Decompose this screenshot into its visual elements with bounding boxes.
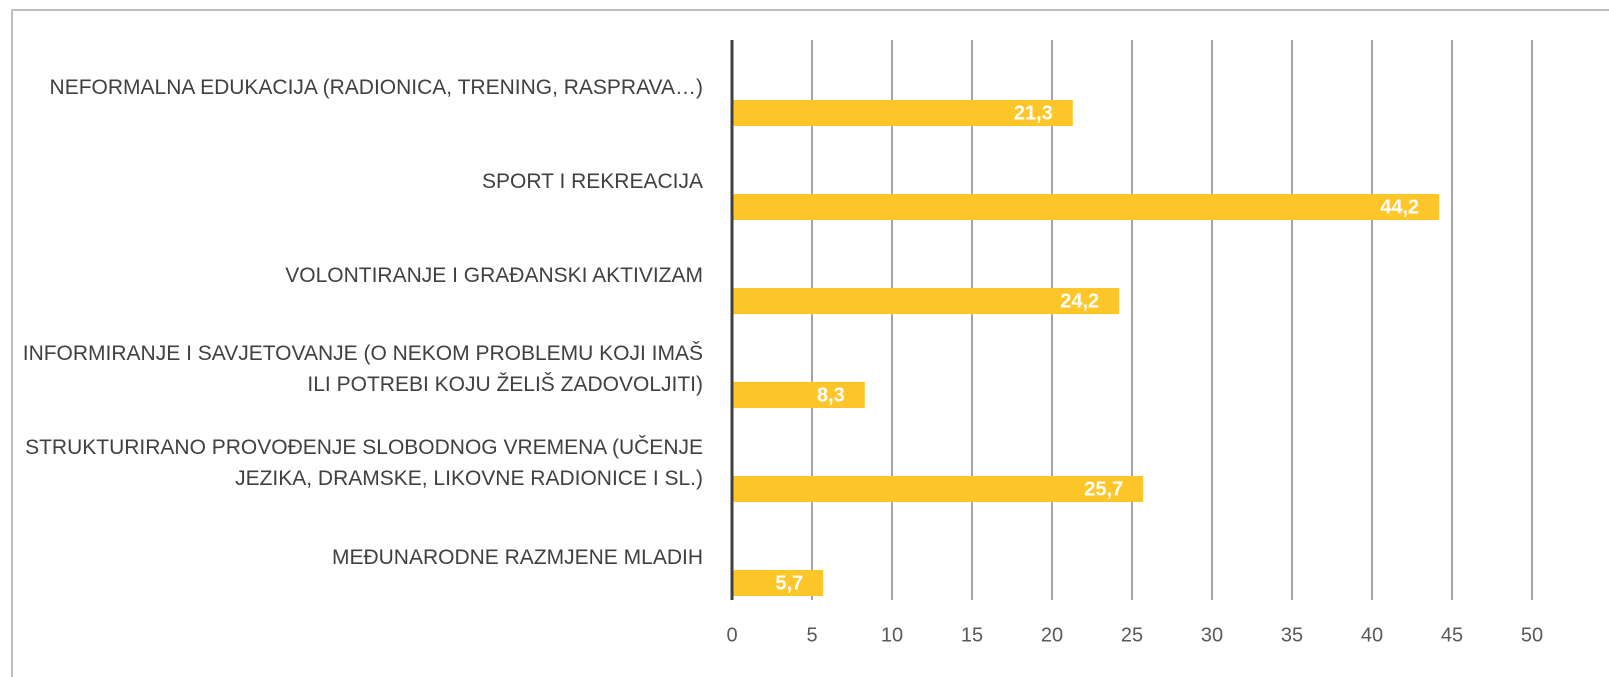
x-tick-label: 25 [1121, 624, 1143, 646]
y-tick-label: INFORMIRANJE I SAVJETOVANJE (O NEKOM PRO… [22, 342, 703, 396]
y-tick-label: MEĐUNARODNE RAZMJENE MLADIH [331, 545, 703, 569]
bar [732, 194, 1440, 220]
frame [11, 9, 1609, 677]
bar [732, 570, 824, 596]
x-tick-label: 35 [1281, 624, 1303, 646]
y-tick-label: NEFORMALNA EDUKACIJA (RADIONICA, TRENING… [49, 75, 703, 99]
x-tick-label: 0 [726, 624, 737, 646]
bar [732, 100, 1073, 126]
x-tick-label: 45 [1441, 624, 1463, 646]
data-label: 44,2 [1380, 196, 1419, 218]
category-label-box: SPORT I REKREACIJA [20, 134, 703, 228]
x-tick-label: 10 [881, 624, 903, 646]
data-label: 21,3 [1014, 102, 1053, 124]
data-label: 24,2 [1060, 290, 1099, 312]
category-label-box: NEFORMALNA EDUKACIJA (RADIONICA, TRENING… [20, 40, 703, 134]
y-tick-label: VOLONTIRANJE I GRAĐANSKI AKTIVIZAM [285, 263, 703, 287]
category-label-box: STRUKTURIRANO PROVOĐENJE SLOBODNOG VREME… [20, 416, 703, 510]
bar [732, 288, 1120, 314]
y-tick-label: SPORT I REKREACIJA [482, 169, 703, 193]
x-tick-label: 20 [1041, 624, 1063, 646]
x-tick-label: 50 [1521, 624, 1543, 646]
x-tick-label: 5 [806, 624, 817, 646]
x-tick-label: 40 [1361, 624, 1383, 646]
data-label: 5,7 [775, 572, 803, 594]
category-label-box: INFORMIRANJE I SAVJETOVANJE (O NEKOM PRO… [20, 322, 703, 416]
category-label-box: MEĐUNARODNE RAZMJENE MLADIH [20, 510, 703, 604]
data-label: 8,3 [817, 384, 845, 406]
category-label-box: VOLONTIRANJE I GRAĐANSKI AKTIVIZAM [20, 228, 703, 322]
bar [732, 476, 1144, 502]
data-label: 25,7 [1084, 478, 1123, 500]
x-tick-label: 15 [961, 624, 983, 646]
x-tick-label: 30 [1201, 624, 1223, 646]
bar [732, 382, 865, 408]
y-tick-label: STRUKTURIRANO PROVOĐENJE SLOBODNOG VREME… [25, 436, 703, 490]
